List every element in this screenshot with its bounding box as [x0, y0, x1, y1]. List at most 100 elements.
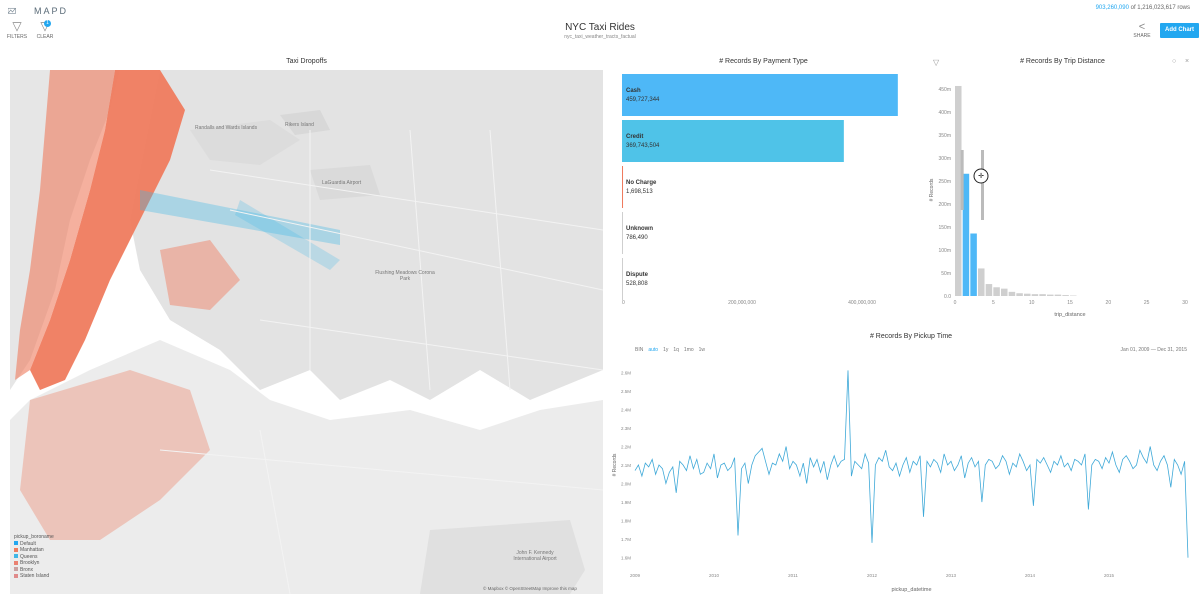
map-label-jfk: John F. Kennedy International Airport: [513, 550, 557, 562]
dashboard-title[interactable]: NYC Taxi Rides: [565, 22, 635, 33]
bin-option-1y[interactable]: 1y: [663, 347, 669, 353]
date-range[interactable]: Jan 01, 2009 — Dec 31, 2015: [1121, 347, 1187, 353]
rikers-island: [280, 110, 330, 135]
map-legend[interactable]: pickup_boroname Default Manhattan Queens Br…: [14, 534, 94, 580]
trip-x-tick: 10: [1029, 300, 1035, 306]
bin-option-1w[interactable]: 1w: [698, 347, 706, 353]
legend-title: pickup_boroname: [14, 534, 54, 540]
legend-item[interactable]: Staten Island: [14, 573, 94, 580]
payment-x-tick: 0: [622, 300, 625, 306]
trip-bar: [955, 85, 962, 296]
time-x-tick: 2015: [1104, 573, 1115, 578]
laguardia-airport: [310, 165, 380, 200]
trip-bar: [1047, 294, 1054, 296]
trip-distance-chart[interactable]: 0.0 50m 100m 150m 200m 250m 300m 350m 400m 450m # …: [925, 70, 1195, 322]
filter-icon: ▽: [12, 19, 22, 33]
trip-bar: [1008, 291, 1016, 296]
map-canvas: [10, 70, 603, 594]
row-count: 903,260,090 of 1,216,023,617 rows: [1096, 5, 1190, 11]
payment-bar-label: Credit: [626, 134, 643, 140]
randalls-island: [190, 120, 300, 165]
taxi-dropoff-map[interactable]: Rikers Island LaGuardia Airport Flushing…: [10, 70, 603, 594]
filters-button[interactable]: ▽ FILTERS: [2, 20, 32, 40]
map-label-randalls: Randalls and Wards Islands: [195, 125, 258, 131]
share-icon: <: [1138, 21, 1146, 33]
payment-type-chart[interactable]: Cash 459,727,344 Credit 369,743,504 No Charg…: [622, 70, 912, 310]
date-range-end: Dec 31, 2015: [1157, 347, 1187, 353]
payment-bar-label: Cash: [626, 88, 641, 94]
payment-x-tick: 200,000,000: [728, 300, 756, 306]
trip-x-label: trip_distance: [1054, 312, 1085, 318]
trip-bar: [1039, 294, 1046, 296]
trip-x-tick: 25: [1144, 300, 1150, 306]
street-grid: [159, 129, 603, 594]
date-range-start: Jan 01, 2009: [1120, 347, 1150, 353]
bin-option-1mo[interactable]: 1mo: [683, 347, 694, 353]
time-y-tick: 2.6M: [621, 370, 631, 375]
time-chart-title: # Records By Pickup Time: [869, 333, 953, 340]
dashboard-subtitle[interactable]: nyc_taxi_weather_tracts_factual: [564, 34, 636, 40]
time-x-tick: 2010: [709, 573, 720, 578]
pickup-time-chart[interactable]: 1.6M 1.7M 1.8M 1.9M 2.0M 2.1M 2.2M 2.3M 2.4M 2.5M…: [608, 355, 1198, 594]
time-x-tick: 2011: [788, 573, 798, 578]
legend-label: Bronx: [20, 566, 34, 573]
upper-manhattan-dropoffs: [15, 70, 115, 380]
trip-y-tick: 350m: [938, 133, 951, 139]
map-label-rikers: Rikers Island: [285, 122, 314, 128]
midtown-east-dropoffs: [160, 240, 240, 310]
move-icon: ✛: [978, 172, 984, 180]
trip-y-tick: 400m: [938, 110, 951, 116]
trip-x-tick: 15: [1067, 300, 1073, 306]
filter-funnel-icon[interactable]: ▽: [933, 58, 940, 67]
time-x-tick: 2013: [946, 573, 957, 578]
row-count-total: of 1,216,023,617 rows: [1130, 5, 1190, 11]
trip-y-tick: 450m: [938, 87, 951, 93]
add-chart-button[interactable]: Add Chart: [1160, 23, 1199, 38]
brush-handle-left: [960, 150, 964, 210]
trip-bar: [993, 287, 1000, 296]
date-range-separator: —: [1150, 347, 1156, 353]
close-icon[interactable]: ×: [1185, 58, 1190, 65]
trip-chart-title: # Records By Trip Distance: [1020, 58, 1105, 65]
legend-item[interactable]: Default: [14, 541, 94, 548]
payment-bar-value: 1,698,513: [626, 189, 653, 195]
trip-y-tick: 50m: [941, 271, 951, 277]
clear-label: CLEAR: [36, 34, 54, 40]
share-button[interactable]: < SHARE: [1130, 21, 1154, 40]
payment-bar: [622, 74, 898, 116]
legend-swatch: [14, 573, 18, 578]
payment-bar-label: Dispute: [626, 272, 649, 278]
payment-bar: [622, 212, 623, 254]
mapd-logo-icon: [8, 7, 16, 14]
legend-item[interactable]: Brooklyn: [14, 560, 94, 567]
time-y-tick: 2.0M: [621, 482, 631, 487]
trip-bar: [1016, 293, 1023, 296]
legend-swatch: [14, 554, 18, 559]
trip-x-tick: 20: [1106, 300, 1112, 306]
legend-item[interactable]: Queens: [14, 554, 94, 561]
time-y-tick: 2.3M: [621, 426, 631, 431]
filters-label: FILTERS: [6, 34, 28, 40]
filter-count-badge: 1: [44, 20, 51, 27]
trip-bar: [962, 173, 970, 296]
time-x-tick: 2009: [630, 573, 641, 578]
trip-y-tick: 300m: [938, 156, 951, 162]
share-label: SHARE: [1133, 33, 1151, 39]
legend-item[interactable]: Manhattan: [14, 547, 94, 554]
bin-selector[interactable]: BIN auto 1y 1q 1mo 1w: [635, 347, 710, 353]
payment-bar-label: No Charge: [626, 180, 657, 186]
payment-bar: [622, 258, 623, 300]
time-y-tick: 1.6M: [621, 556, 631, 561]
bin-option-1q[interactable]: 1q: [673, 347, 679, 353]
time-y-tick: 1.9M: [621, 500, 631, 505]
trip-y-label: # Records: [929, 178, 935, 201]
jfk-airport: [420, 520, 585, 594]
bin-option-auto[interactable]: auto: [648, 347, 659, 353]
trip-y-tick: 250m: [938, 179, 951, 185]
trip-x-tick: 30: [1182, 300, 1188, 306]
trip-y-tick: 0.0: [944, 294, 951, 300]
map-attribution[interactable]: © Mapbox © OpenStreetMap Improve this ma…: [483, 586, 577, 591]
legend-item[interactable]: Bronx: [14, 567, 94, 574]
legend-label: Manhattan: [20, 547, 44, 553]
reset-icon[interactable]: ○: [1172, 58, 1177, 65]
